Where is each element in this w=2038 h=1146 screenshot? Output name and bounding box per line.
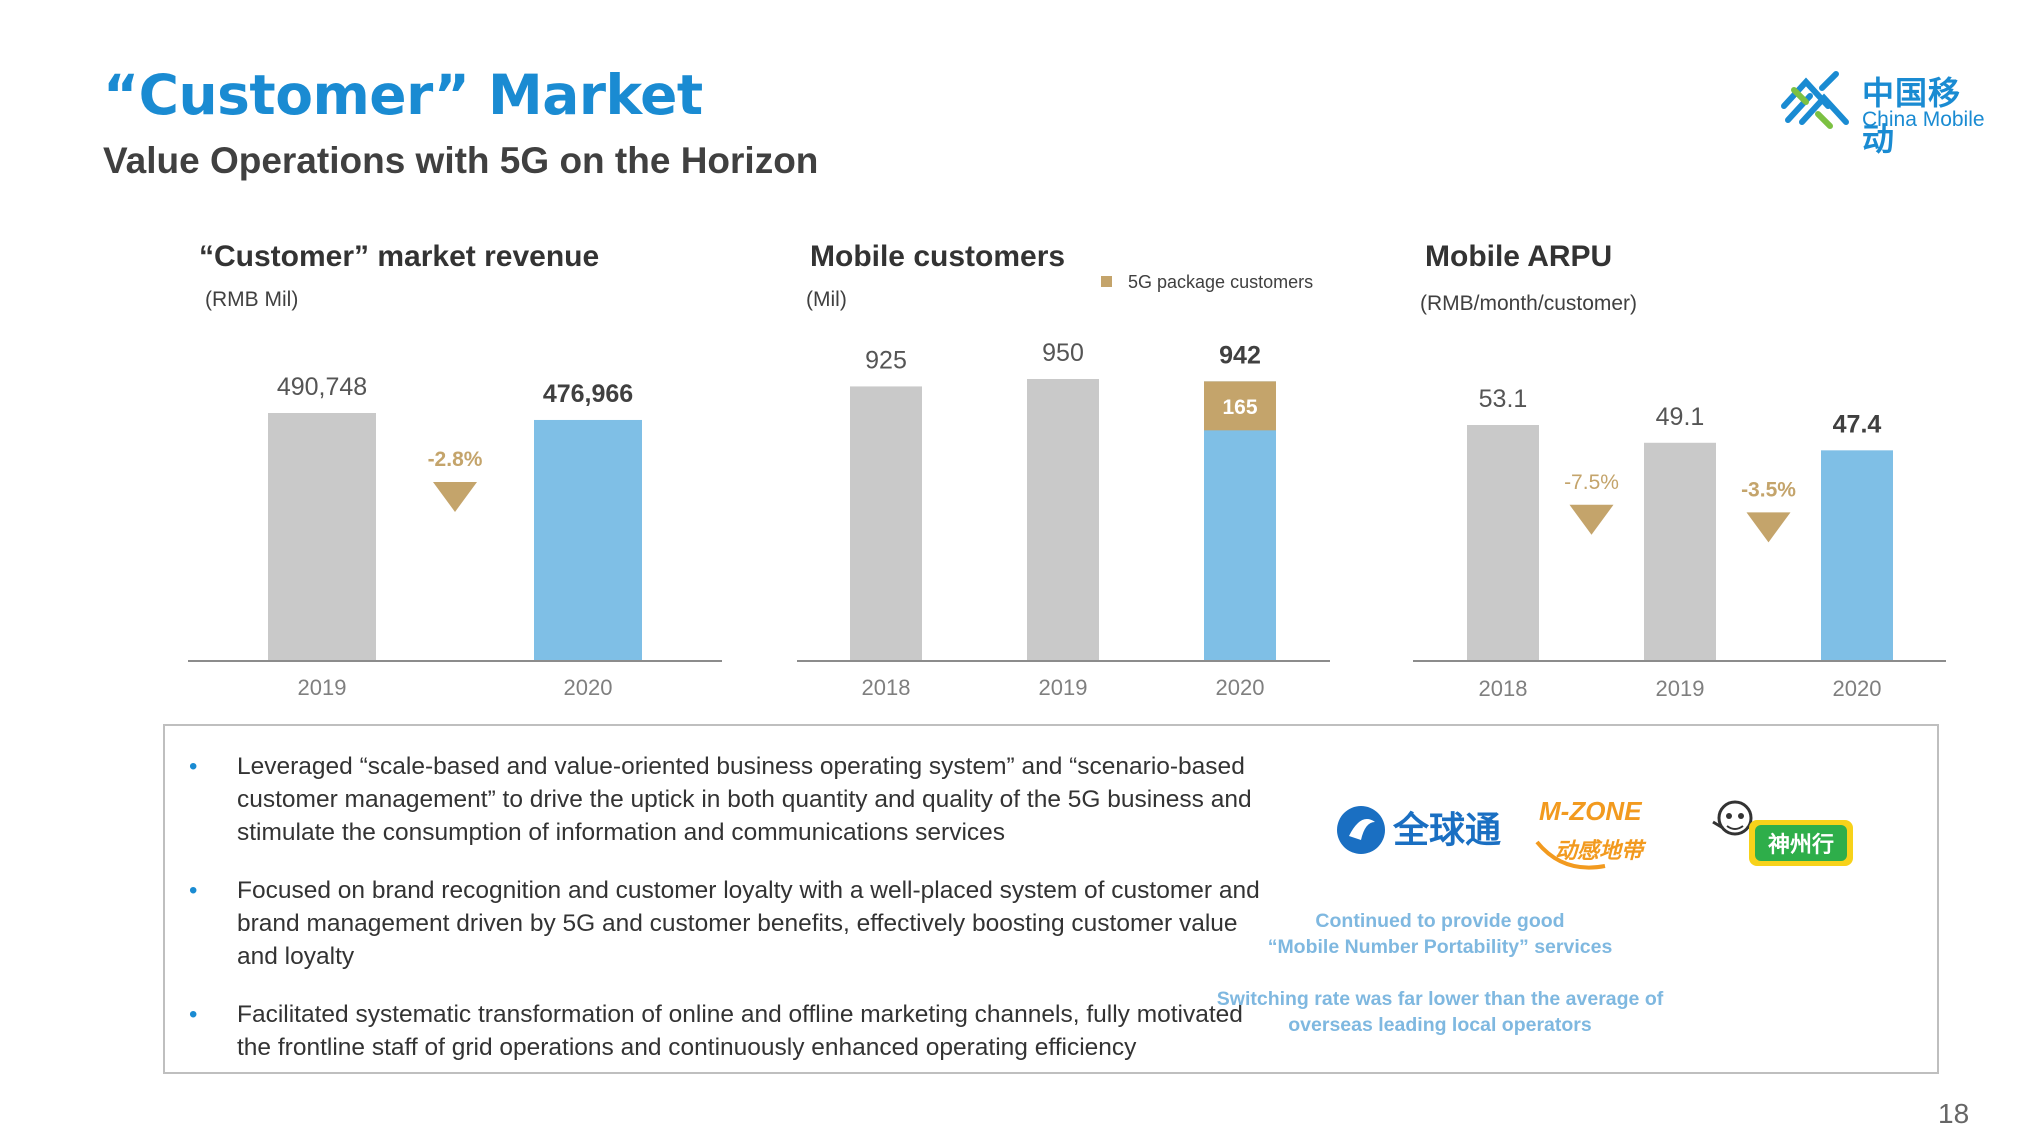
bullet-item: • Focused on brand recognition and custo… [165,874,1277,973]
charts-area: “Customer” market revenue (RMB Mil) 490,74… [188,240,1946,701]
bar-value-label: 490,748 [277,373,367,401]
highlights-panel: • Leveraged “scale-based and value-orien… [163,724,1939,1074]
bullet-item: • Facilitated systematic transformation … [165,998,1277,1064]
x-tick-label: 2018 [862,675,911,700]
bullet-dot-icon: • [189,753,198,780]
bar-value-label: 47.4 [1833,410,1882,438]
bullet-text: Leveraged “scale-based and value-oriente… [237,753,1252,846]
bar [850,386,922,661]
quanqiutong-logo: 全球通 [1337,806,1501,854]
china-mobile-logo: 中国移动 China Mobile [1778,64,1992,157]
x-tick-label: 2020 [1833,676,1882,701]
down-arrow-icon [1746,512,1791,543]
bar [1644,442,1716,661]
bar-segment-5g [1204,381,1276,431]
bullet-text: Focused on brand recognition and custome… [237,877,1260,970]
bar-value-label: 942 [1219,341,1261,369]
bar-value-label: 476,966 [543,380,633,408]
page-number: 18 [1938,1098,1970,1129]
shenzhouxing-text: 神州行 [1768,832,1834,857]
shenzhouxing-mascot-icon [1712,800,1758,836]
quanqiutong-text: 全球通 [1392,809,1501,850]
bullet-dot-icon: • [189,877,198,904]
segment-label: 165 [1222,396,1257,419]
bar-value-label: 925 [865,346,907,374]
switching-note-line: overseas leading local operators [1288,1014,1592,1036]
page-subtitle: Value Operations with 5G on the Horizon [103,140,819,181]
bar-value-label: 950 [1042,339,1084,367]
logo-chinese-text: 中国移动 [1862,75,1962,157]
legend-swatch [1101,276,1112,287]
x-tick-label: 2019 [298,675,347,700]
x-tick-label: 2019 [1656,676,1705,701]
x-tick-label: 2018 [1479,676,1528,701]
shenzhouxing-logo: 神州行 [1712,800,1853,866]
bar [1467,425,1539,661]
chart-unit-label: (Mil) [806,288,847,311]
bullet-list: • Leveraged “scale-based and value-orien… [165,750,1277,1089]
bullet-dot-icon: • [189,1001,198,1028]
change-label: -2.8% [428,448,483,471]
bar [1027,379,1099,661]
switching-note-line: Switching rate was far lower than the av… [1216,988,1664,1010]
bullet-text: Facilitated systematic transformation of… [237,1001,1243,1061]
mzone-swoosh-icon [1535,840,1606,870]
bullet-item: • Leveraged “scale-based and value-orien… [165,750,1277,849]
portability-note-line: Continued to provide good [1315,910,1565,932]
mzone-logo: M-ZONE 动感地带 [1535,796,1647,870]
portability-note: Continued to provide good “Mobile Number… [1180,908,1700,960]
bar [534,419,642,661]
chart-title: “Customer” market revenue [199,240,599,273]
brand-logos: 全球通 M-ZONE 动感地带 神州行 [1335,782,1895,892]
chart-title: Mobile ARPU [1425,240,1612,273]
down-arrow-icon [433,481,477,512]
portability-note-line: “Mobile Number Portability” services [1267,936,1613,958]
mzone-bottom-text: 动感地带 [1555,838,1647,863]
bar [1821,450,1893,661]
down-arrow-icon [1569,504,1614,535]
chart-unit-label: (RMB/month/customer) [1420,292,1637,315]
chart-unit-label: (RMB Mil) [205,288,298,311]
china-mobile-logo-icon [1781,71,1849,129]
bar-value-label: 53.1 [1479,385,1528,413]
mzone-top-text: M-ZONE [1539,796,1642,826]
page-title: “Customer” Market [103,63,703,127]
bar [268,413,376,661]
x-tick-label: 2019 [1039,675,1088,700]
logo-english-text: China Mobile [1862,108,1985,131]
switching-note: Switching rate was far lower than the av… [1180,986,1700,1038]
legend-label: 5G package customers [1128,272,1313,292]
chart-title: Mobile customers [810,240,1065,273]
x-tick-label: 2020 [564,675,613,700]
change-label: -3.5% [1741,478,1796,501]
bar-value-label: 49.1 [1656,403,1705,431]
x-tick-label: 2020 [1216,675,1265,700]
change-label: -7.5% [1564,471,1619,494]
